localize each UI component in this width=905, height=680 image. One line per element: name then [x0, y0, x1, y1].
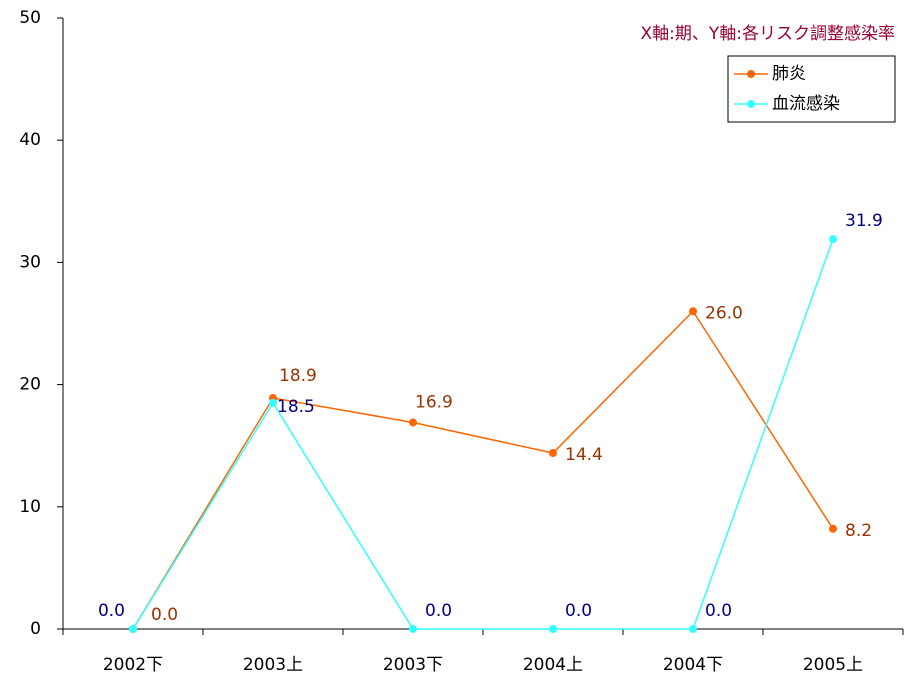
- data-label: 18.9: [279, 366, 317, 386]
- data-label: 18.5: [277, 397, 315, 417]
- point: [829, 235, 837, 244]
- data-label: 26.0: [705, 303, 743, 323]
- point: [409, 625, 417, 633]
- point: [689, 625, 697, 633]
- data-label: 0.0: [425, 601, 452, 621]
- legend-marker: [747, 70, 755, 78]
- data-label: 16.9: [415, 392, 453, 412]
- series-line: [132, 310, 834, 630]
- x-tick-label: 2004上: [523, 655, 583, 675]
- y-tick-label: 30: [19, 252, 41, 272]
- x-tick-label: 2003上: [243, 655, 303, 675]
- point: [269, 398, 277, 407]
- point: [129, 625, 137, 633]
- x-tick-label: 2004下: [663, 655, 723, 675]
- data-label: 31.9: [845, 211, 883, 231]
- x-tick-label: 2005上: [803, 655, 863, 675]
- y-tick-label: 50: [19, 8, 41, 28]
- point: [549, 625, 557, 633]
- data-label: 0.0: [151, 605, 178, 625]
- data-label: 0.0: [565, 601, 592, 621]
- point: [549, 449, 557, 458]
- y-tick-label: 20: [19, 375, 41, 395]
- data-label: 8.2: [845, 521, 872, 541]
- y-tick-label: 10: [19, 497, 41, 517]
- y-tick-label: 40: [19, 130, 41, 150]
- legend-label: 肺炎: [772, 64, 806, 84]
- legend-label: 血流感染: [772, 94, 840, 114]
- point: [829, 524, 837, 533]
- legend-marker: [747, 100, 755, 108]
- x-tick-label: 2003下: [383, 655, 443, 675]
- legend-box: [727, 55, 896, 123]
- y-tick-label: 0: [30, 619, 41, 639]
- data-label: 0.0: [705, 601, 732, 621]
- point: [409, 418, 417, 427]
- x-tick-label: 2002下: [103, 655, 163, 675]
- point: [689, 307, 697, 316]
- data-label: 0.0: [98, 601, 125, 621]
- annotation: X軸:期、Y軸:各リスク調整感染率: [641, 24, 896, 44]
- data-label: 14.4: [565, 445, 603, 465]
- series-line: [132, 238, 834, 630]
